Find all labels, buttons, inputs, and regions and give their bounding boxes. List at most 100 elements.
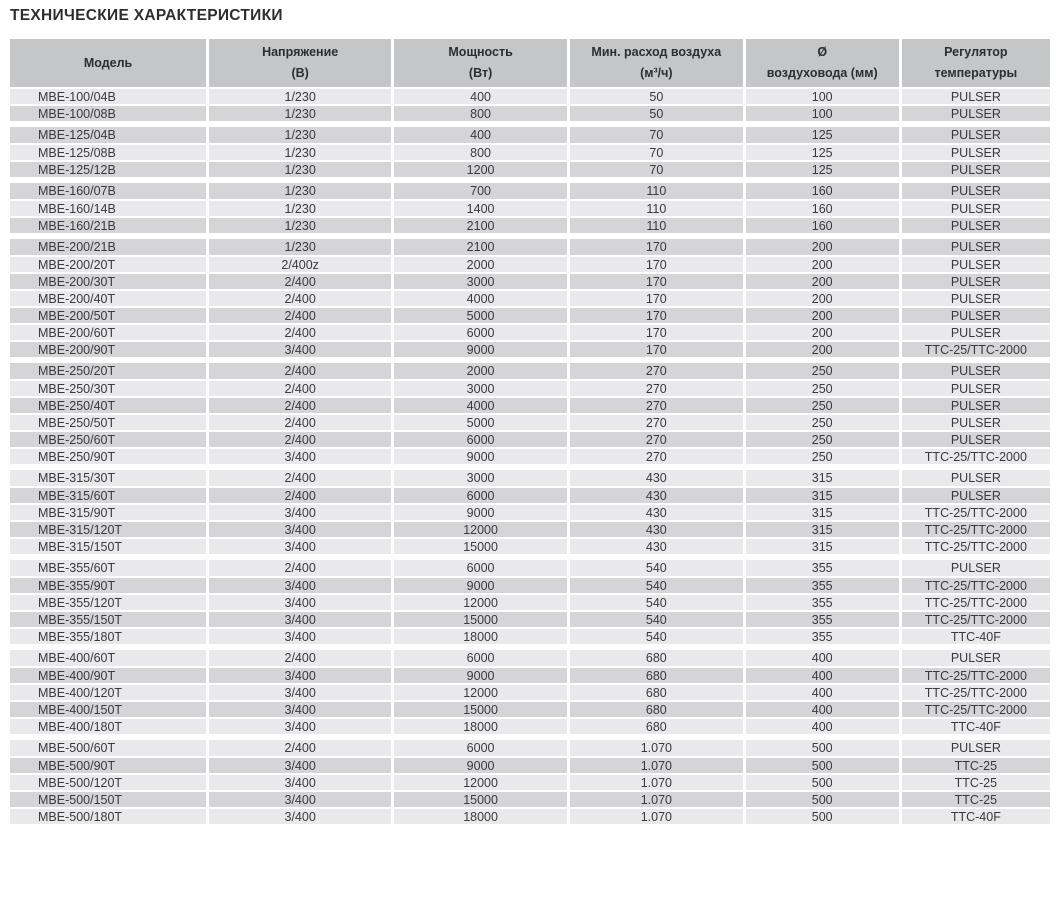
table-row: MBE-160/21B 1/230 2100 110 160 PULSER — [10, 217, 1050, 235]
cell-model: MBE-160/14B — [10, 200, 210, 218]
table-row: MBE-200/21B 1/230 2100 170 200 PULSER — [10, 239, 1050, 257]
cell-airflow: 70 — [568, 144, 746, 162]
cell-model: MBE-315/30T — [10, 470, 210, 488]
cell-voltage: 3/400 — [207, 718, 395, 736]
cell-model: MBE-315/150T — [10, 538, 210, 556]
cell-duct-diameter: 200 — [744, 256, 902, 274]
table-row: MBE-125/08B 1/230 800 70 125 PULSER — [10, 144, 1050, 162]
cell-duct-diameter: 125 — [744, 161, 902, 179]
cell-power: 18000 — [392, 718, 570, 736]
cell-model: MBE-125/12B — [10, 161, 210, 179]
cell-voltage: 1/230 — [207, 183, 395, 201]
cell-temp-regulator: TTC-25/TTC-2000 — [900, 538, 1050, 556]
group-separator-cell — [10, 645, 1050, 650]
table-row: MBE-125/12B 1/230 1200 70 125 PULSER — [10, 161, 1050, 179]
cell-airflow: 270 — [568, 397, 746, 415]
cell-model: MBE-100/04B — [10, 88, 210, 106]
table-header: Модель Напряжение (В) Мощность (Вт) Мин. расх… — [10, 39, 1050, 89]
cell-power: 400 — [392, 88, 570, 106]
group-separator-cell — [10, 178, 1050, 183]
cell-voltage: 2/400 — [207, 487, 395, 505]
cell-voltage: 3/400 — [207, 504, 395, 522]
column-header-temp-regulator: Регулятор температуры — [900, 39, 1050, 89]
cell-power: 6000 — [392, 740, 570, 758]
cell-model: MBE-200/30T — [10, 273, 210, 291]
cell-airflow: 170 — [568, 324, 746, 342]
cell-temp-regulator: PULSER — [900, 161, 1050, 179]
cell-airflow: 540 — [568, 628, 746, 646]
cell-temp-regulator: TTC-25/TTC-2000 — [900, 504, 1050, 522]
table-row: MBE-355/90T 3/400 9000 540 355 TTC-25/TTC-200… — [10, 577, 1050, 595]
cell-power: 400 — [392, 127, 570, 145]
cell-model: MBE-355/150T — [10, 611, 210, 629]
cell-power: 6000 — [392, 487, 570, 505]
cell-temp-regulator: TTC-25/TTC-2000 — [900, 684, 1050, 702]
table-row: MBE-160/14B 1/230 1400 110 160 PULSER — [10, 200, 1050, 218]
cell-airflow: 170 — [568, 290, 746, 308]
cell-duct-diameter: 355 — [744, 628, 902, 646]
cell-power: 4000 — [392, 290, 570, 308]
cell-model: MBE-100/08B — [10, 105, 210, 123]
cell-duct-diameter: 160 — [744, 217, 902, 235]
cell-model: MBE-355/120T — [10, 594, 210, 612]
table-row: MBE-500/150T 3/400 15000 1.070 500 TTC-25 — [10, 791, 1050, 809]
cell-model: MBE-125/04B — [10, 127, 210, 145]
cell-power: 9000 — [392, 667, 570, 685]
cell-airflow: 1.070 — [568, 791, 746, 809]
cell-temp-regulator: PULSER — [900, 324, 1050, 342]
cell-voltage: 1/230 — [207, 161, 395, 179]
table-row: MBE-250/60T 2/400 6000 270 250 PULSER — [10, 431, 1050, 449]
cell-temp-regulator: PULSER — [900, 431, 1050, 449]
cell-voltage: 2/400 — [207, 290, 395, 308]
cell-model: MBE-160/21B — [10, 217, 210, 235]
cell-model: MBE-200/40T — [10, 290, 210, 308]
cell-power: 9000 — [392, 448, 570, 466]
cell-temp-regulator: PULSER — [900, 397, 1050, 415]
group-separator-cell — [10, 465, 1050, 470]
cell-duct-diameter: 200 — [744, 239, 902, 257]
table-row: MBE-400/150T 3/400 15000 680 400 TTC-25/TTC-2… — [10, 701, 1050, 719]
column-header-line2: (м³/ч) — [640, 66, 673, 80]
table-row: MBE-500/120T 3/400 12000 1.070 500 TTC-25 — [10, 774, 1050, 792]
cell-duct-diameter: 355 — [744, 577, 902, 595]
cell-duct-diameter: 250 — [744, 414, 902, 432]
cell-voltage: 3/400 — [207, 684, 395, 702]
cell-power: 18000 — [392, 628, 570, 646]
cell-airflow: 70 — [568, 161, 746, 179]
cell-model: MBE-160/07B — [10, 183, 210, 201]
cell-power: 2100 — [392, 239, 570, 257]
cell-voltage: 3/400 — [207, 757, 395, 775]
cell-airflow: 680 — [568, 650, 746, 668]
cell-voltage: 2/400 — [207, 431, 395, 449]
column-header-model: Модель — [10, 39, 210, 89]
column-header-line2: температуры — [934, 66, 1018, 80]
cell-duct-diameter: 315 — [744, 487, 902, 505]
cell-voltage: 3/400 — [207, 808, 395, 826]
cell-duct-diameter: 315 — [744, 470, 902, 488]
table-row: MBE-250/50T 2/400 5000 270 250 PULSER — [10, 414, 1050, 432]
cell-duct-diameter: 500 — [744, 774, 902, 792]
column-header-line1: Мощность — [448, 45, 513, 60]
group-separator-cell — [10, 358, 1050, 363]
table-row: MBE-500/60T 2/400 6000 1.070 500 PULSER — [10, 740, 1050, 758]
cell-voltage: 3/400 — [207, 521, 395, 539]
cell-duct-diameter: 315 — [744, 521, 902, 539]
cell-power: 6000 — [392, 650, 570, 668]
cell-model: MBE-250/40T — [10, 397, 210, 415]
table-row: MBE-315/30T 2/400 3000 430 315 PULSER — [10, 470, 1050, 488]
cell-power: 2000 — [392, 256, 570, 274]
table-row: MBE-200/90T 3/400 9000 170 200 TTC-25/TTC-200… — [10, 341, 1050, 359]
cell-voltage: 2/400z — [207, 256, 395, 274]
cell-power: 9000 — [392, 577, 570, 595]
group-separator-cell — [10, 122, 1050, 127]
cell-power: 12000 — [392, 521, 570, 539]
cell-duct-diameter: 125 — [744, 144, 902, 162]
cell-airflow: 170 — [568, 341, 746, 359]
table-row: MBE-355/180T 3/400 18000 540 355 TTC-40F — [10, 628, 1050, 646]
table-row: MBE-500/180T 3/400 18000 1.070 500 TTC-40F — [10, 808, 1050, 826]
cell-duct-diameter: 500 — [744, 791, 902, 809]
cell-voltage: 2/400 — [207, 324, 395, 342]
cell-duct-diameter: 400 — [744, 650, 902, 668]
cell-model: MBE-315/60T — [10, 487, 210, 505]
cell-temp-regulator: PULSER — [900, 650, 1050, 668]
